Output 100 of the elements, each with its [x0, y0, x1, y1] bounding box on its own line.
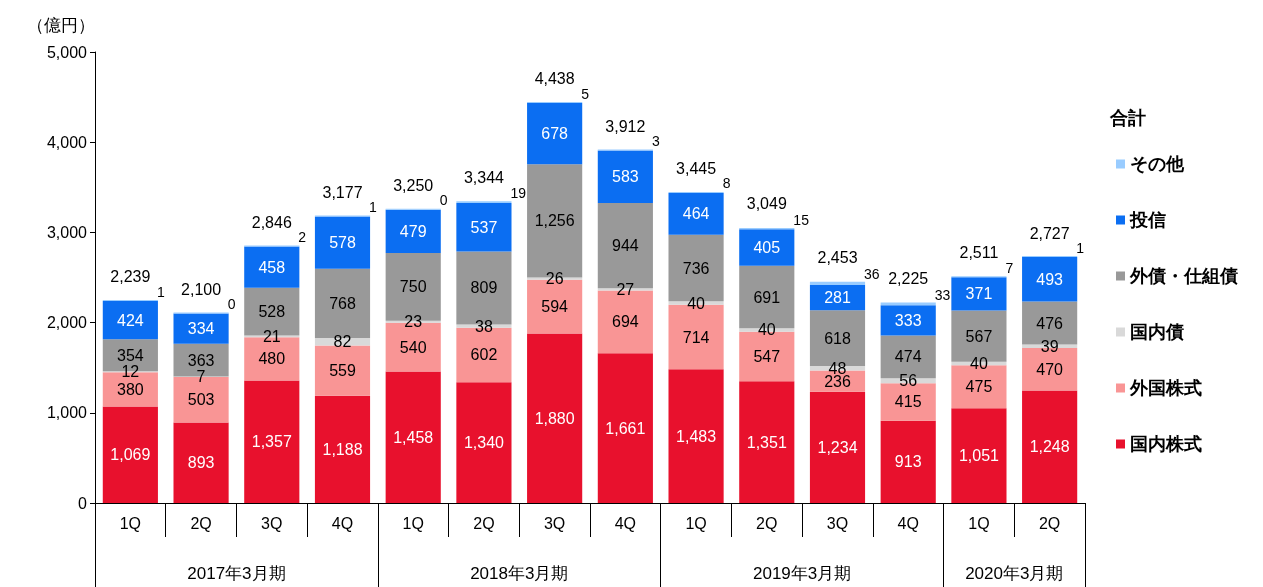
bar: [244, 380, 300, 503]
data-label: 5: [581, 85, 590, 102]
data-label: 618: [824, 329, 851, 347]
data-label: 503: [187, 391, 215, 409]
data-label: 19: [510, 185, 527, 202]
bar: [597, 150, 653, 203]
x-tick-label: 2Q: [190, 514, 212, 532]
legend-label: 外国株式: [1129, 378, 1202, 398]
data-label: 1,458: [393, 428, 434, 446]
data-label: 583: [612, 168, 639, 186]
bar: [527, 333, 583, 503]
legend-label: 投信: [1129, 210, 1166, 230]
total-label: 2,239: [110, 268, 151, 286]
data-label: 694: [612, 313, 639, 331]
data-label: 40: [757, 321, 776, 339]
x-tick-label: 3Q: [826, 514, 849, 532]
data-label: 567: [965, 327, 993, 345]
bar: [880, 302, 936, 306]
y-tick-label: 5,000: [46, 43, 88, 61]
data-label: 36: [864, 266, 880, 283]
bar: [739, 229, 795, 266]
x-tick-label: 1Q: [119, 514, 142, 532]
y-tick-label: 1,000: [46, 404, 88, 422]
data-label: 405: [753, 239, 781, 257]
data-label: 540: [399, 338, 427, 356]
total-label: 3,177: [322, 184, 363, 202]
bar: [668, 192, 724, 235]
bar: [1022, 390, 1078, 503]
data-label: 944: [612, 237, 639, 255]
data-label: 1,234: [817, 438, 858, 456]
bar: [597, 353, 653, 503]
bar: [456, 202, 512, 252]
data-label: 578: [329, 234, 356, 252]
x-tick-label: 2Q: [473, 514, 495, 532]
data-label: 363: [187, 351, 215, 369]
data-label: 479: [399, 222, 427, 240]
data-label: 38: [475, 317, 493, 335]
data-label: 1,069: [110, 446, 151, 464]
text: 2018年3月期: [470, 564, 569, 583]
text: 2019年3月期: [753, 564, 852, 583]
data-label: 2: [298, 228, 307, 245]
data-label: 750: [399, 278, 427, 296]
y-tick-label: 3,000: [46, 223, 88, 241]
total-label: 3,344: [463, 168, 505, 186]
data-label: 893: [187, 454, 215, 472]
bar: [173, 313, 229, 344]
data-label: 1,051: [958, 447, 1000, 465]
data-label: 7: [1005, 259, 1014, 276]
total-label: 3,445: [676, 159, 717, 177]
x-tick-label: 3Q: [261, 514, 283, 532]
data-label: 424: [117, 311, 144, 329]
total-label: 3,912: [605, 117, 646, 135]
y-tick-label: 0: [78, 494, 88, 512]
bar: [809, 281, 866, 285]
total-label: 3,049: [746, 195, 787, 213]
legend-label: 国内債: [1130, 322, 1184, 342]
bar: [102, 301, 158, 340]
data-label: 3: [651, 132, 660, 149]
data-label: 470: [1036, 360, 1064, 378]
data-label: 380: [117, 380, 144, 398]
data-label: 0: [439, 192, 448, 209]
total-label: 2,846: [251, 213, 292, 231]
data-label: 40: [687, 294, 706, 312]
data-label: 537: [470, 218, 498, 236]
data-label: 23: [404, 313, 423, 331]
data-label: 594: [541, 298, 569, 316]
data-label: 1,340: [463, 434, 505, 452]
x-tick-label: 2Q: [756, 514, 778, 532]
data-label: 0: [227, 296, 236, 313]
bar: [385, 371, 441, 503]
data-label: 39: [1040, 337, 1059, 355]
x-tick-label: 1Q: [402, 514, 424, 532]
data-label: 8: [722, 175, 731, 192]
data-label: 56: [899, 372, 918, 390]
total-label: 4,438: [534, 70, 575, 88]
data-label: 1: [1076, 239, 1085, 256]
total-label: 2,100: [181, 281, 222, 299]
bar: [173, 422, 229, 503]
data-label: 547: [753, 347, 781, 365]
bar: [314, 395, 371, 503]
data-label: 602: [470, 346, 498, 364]
data-label: 476: [1036, 314, 1064, 332]
data-label: 480: [258, 350, 286, 368]
bar: [244, 246, 300, 288]
data-label: 12: [121, 363, 140, 381]
legend-label: その他: [1130, 154, 1185, 174]
data-label: 354: [117, 346, 144, 364]
total-label: 2,225: [888, 269, 929, 287]
bar: [951, 408, 1007, 503]
total-label: 3,250: [393, 177, 434, 195]
x-tick-label: 3Q: [543, 514, 566, 532]
bar: [102, 406, 158, 503]
data-label: 1,351: [746, 433, 787, 451]
data-label: 528: [258, 303, 286, 321]
data-label: 26: [545, 270, 564, 288]
data-label: 678: [541, 125, 569, 143]
data-label: 1: [369, 199, 378, 216]
data-label: 736: [682, 259, 710, 277]
data-label: 33: [934, 286, 951, 303]
data-label: 371: [965, 285, 993, 303]
